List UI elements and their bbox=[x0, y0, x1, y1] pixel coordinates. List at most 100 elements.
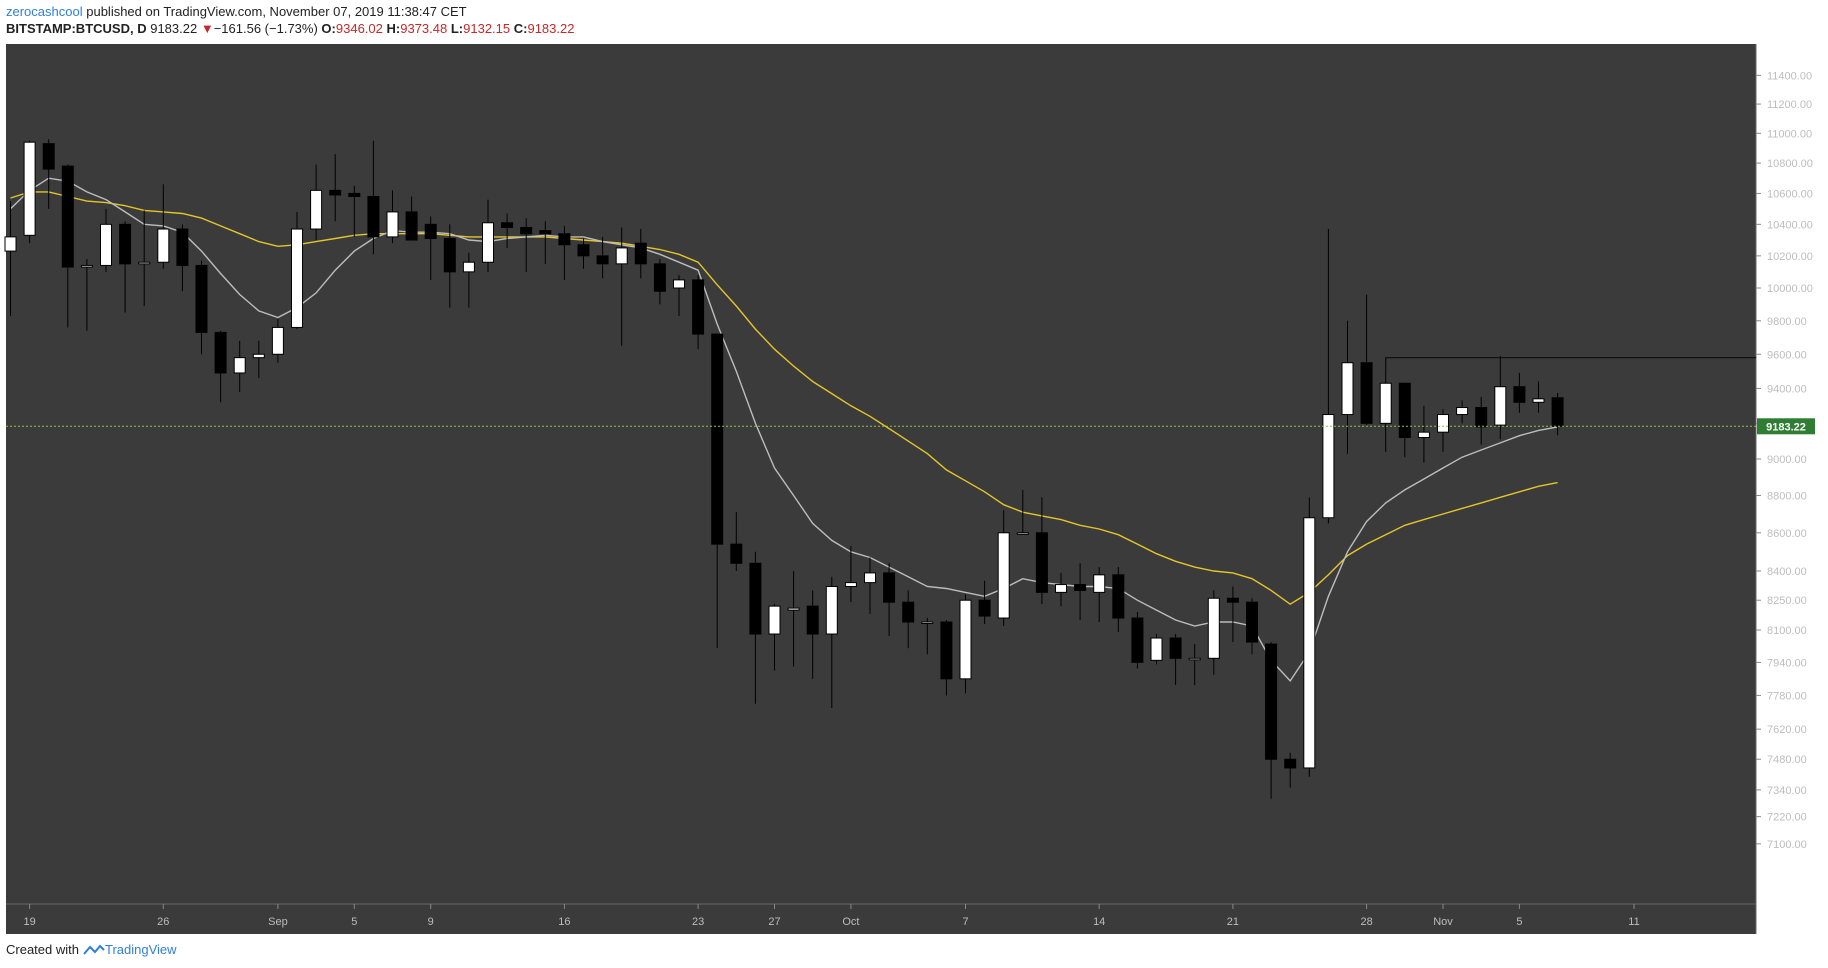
candle bbox=[176, 224, 189, 292]
candle-body bbox=[749, 562, 762, 635]
sma-slow-line bbox=[10, 191, 1558, 606]
candle bbox=[1303, 497, 1316, 777]
candle bbox=[501, 213, 514, 248]
candle bbox=[653, 259, 666, 305]
candle-body bbox=[195, 264, 208, 333]
candle bbox=[329, 154, 342, 222]
brand-name: TradingView bbox=[104, 942, 177, 957]
candle-body bbox=[23, 141, 36, 236]
symbol-name: BITSTAMP:BTCUSD, D bbox=[6, 21, 147, 36]
price-tick-label: 8800.00 bbox=[1767, 490, 1807, 502]
time-tick-label: 16 bbox=[558, 916, 570, 928]
current-price-badge-label: 9183.22 bbox=[1766, 421, 1806, 433]
candle bbox=[1188, 644, 1201, 686]
candle bbox=[768, 604, 781, 671]
candle bbox=[1169, 634, 1182, 686]
candle-body bbox=[787, 607, 800, 611]
candle bbox=[921, 618, 934, 655]
candle bbox=[959, 594, 972, 694]
candle bbox=[271, 319, 284, 363]
author-link[interactable]: zerocashcool bbox=[6, 4, 83, 19]
candle bbox=[1226, 586, 1239, 643]
candle-body bbox=[596, 255, 609, 265]
candle bbox=[291, 211, 303, 330]
candle-body bbox=[1035, 532, 1048, 593]
candle-body bbox=[1169, 637, 1182, 659]
time-axis[interactable]: 19 26 Sep 5 9 16 23 27 Oct 7 14 21 28 Nov 5 11 bbox=[23, 904, 1640, 928]
candle bbox=[1035, 497, 1048, 605]
candle bbox=[806, 590, 819, 679]
candle-body bbox=[864, 572, 876, 584]
candle-body bbox=[501, 222, 514, 228]
time-tick-label: 23 bbox=[692, 916, 704, 928]
current-price-badge: 9183.22 bbox=[1757, 418, 1815, 435]
candle bbox=[462, 252, 475, 308]
chart-background bbox=[6, 44, 1756, 934]
candle bbox=[482, 199, 494, 272]
candle-body bbox=[1016, 532, 1029, 535]
overlay: 9183.22 bbox=[6, 357, 1815, 435]
candle bbox=[1016, 489, 1029, 535]
price-tick-label: 10000.00 bbox=[1767, 283, 1813, 295]
candle bbox=[443, 224, 456, 308]
candle-body bbox=[1475, 407, 1488, 428]
candle bbox=[195, 260, 208, 355]
candle bbox=[539, 221, 552, 264]
price-tick-label: 7340.00 bbox=[1767, 785, 1807, 797]
candle bbox=[1131, 612, 1144, 669]
candle-body bbox=[1303, 517, 1316, 769]
candle bbox=[157, 184, 170, 269]
candle-body bbox=[61, 165, 74, 268]
candle bbox=[1112, 567, 1125, 633]
candle bbox=[233, 340, 246, 392]
candle bbox=[386, 190, 399, 244]
grid bbox=[6, 44, 1757, 934]
candle-body bbox=[1188, 657, 1201, 661]
price-axis[interactable]: 7100.00 7220.00 7340.00 7480.00 7620.00 7780.… bbox=[1756, 70, 1813, 851]
candle bbox=[310, 164, 323, 241]
price-tick-label: 7220.00 bbox=[1767, 812, 1807, 824]
created-with-text: Created with bbox=[6, 942, 79, 957]
price-change: −161.56 (−1.73%) bbox=[213, 21, 318, 36]
time-tick-label: 28 bbox=[1360, 916, 1372, 928]
candle-body bbox=[711, 333, 724, 545]
candle-body bbox=[615, 247, 628, 265]
candle bbox=[100, 208, 112, 272]
candle-body bbox=[997, 532, 1010, 619]
candle-body bbox=[176, 228, 189, 266]
price-tick-label: 11000.00 bbox=[1767, 128, 1812, 140]
candle bbox=[119, 221, 132, 313]
candle bbox=[1456, 400, 1469, 424]
candle bbox=[596, 236, 609, 279]
time-tick-label: 21 bbox=[1227, 916, 1239, 928]
candle-body bbox=[558, 233, 571, 246]
time-tick-label: 26 bbox=[157, 916, 169, 928]
candle bbox=[1093, 567, 1106, 623]
price-tick-label: 9800.00 bbox=[1767, 316, 1807, 328]
candle-body bbox=[673, 279, 685, 289]
candle bbox=[749, 551, 762, 704]
candle bbox=[1322, 229, 1335, 524]
sma-fast-line bbox=[10, 177, 1558, 683]
price-tick-label: 8250.00 bbox=[1767, 595, 1807, 607]
tradingview-brand[interactable]: TradingView bbox=[83, 942, 177, 957]
candle bbox=[1532, 381, 1545, 413]
candle-body bbox=[329, 189, 342, 196]
candle bbox=[424, 216, 437, 280]
time-tick-label: 14 bbox=[1093, 916, 1105, 928]
candle-body bbox=[634, 242, 647, 265]
candle-body bbox=[768, 605, 781, 635]
candle bbox=[520, 218, 533, 272]
candle-body bbox=[138, 261, 151, 265]
candle bbox=[4, 201, 17, 316]
time-tick-label: Oct bbox=[842, 916, 859, 928]
candle bbox=[1246, 598, 1258, 655]
close-value: 9183.22 bbox=[527, 21, 575, 36]
down-arrow-icon: ▼ bbox=[200, 21, 214, 36]
time-tick-label: Nov bbox=[1433, 916, 1453, 928]
candle-body bbox=[310, 189, 323, 230]
candle-body bbox=[844, 582, 857, 588]
candle-body bbox=[921, 621, 934, 625]
close-label: C: bbox=[513, 21, 528, 36]
